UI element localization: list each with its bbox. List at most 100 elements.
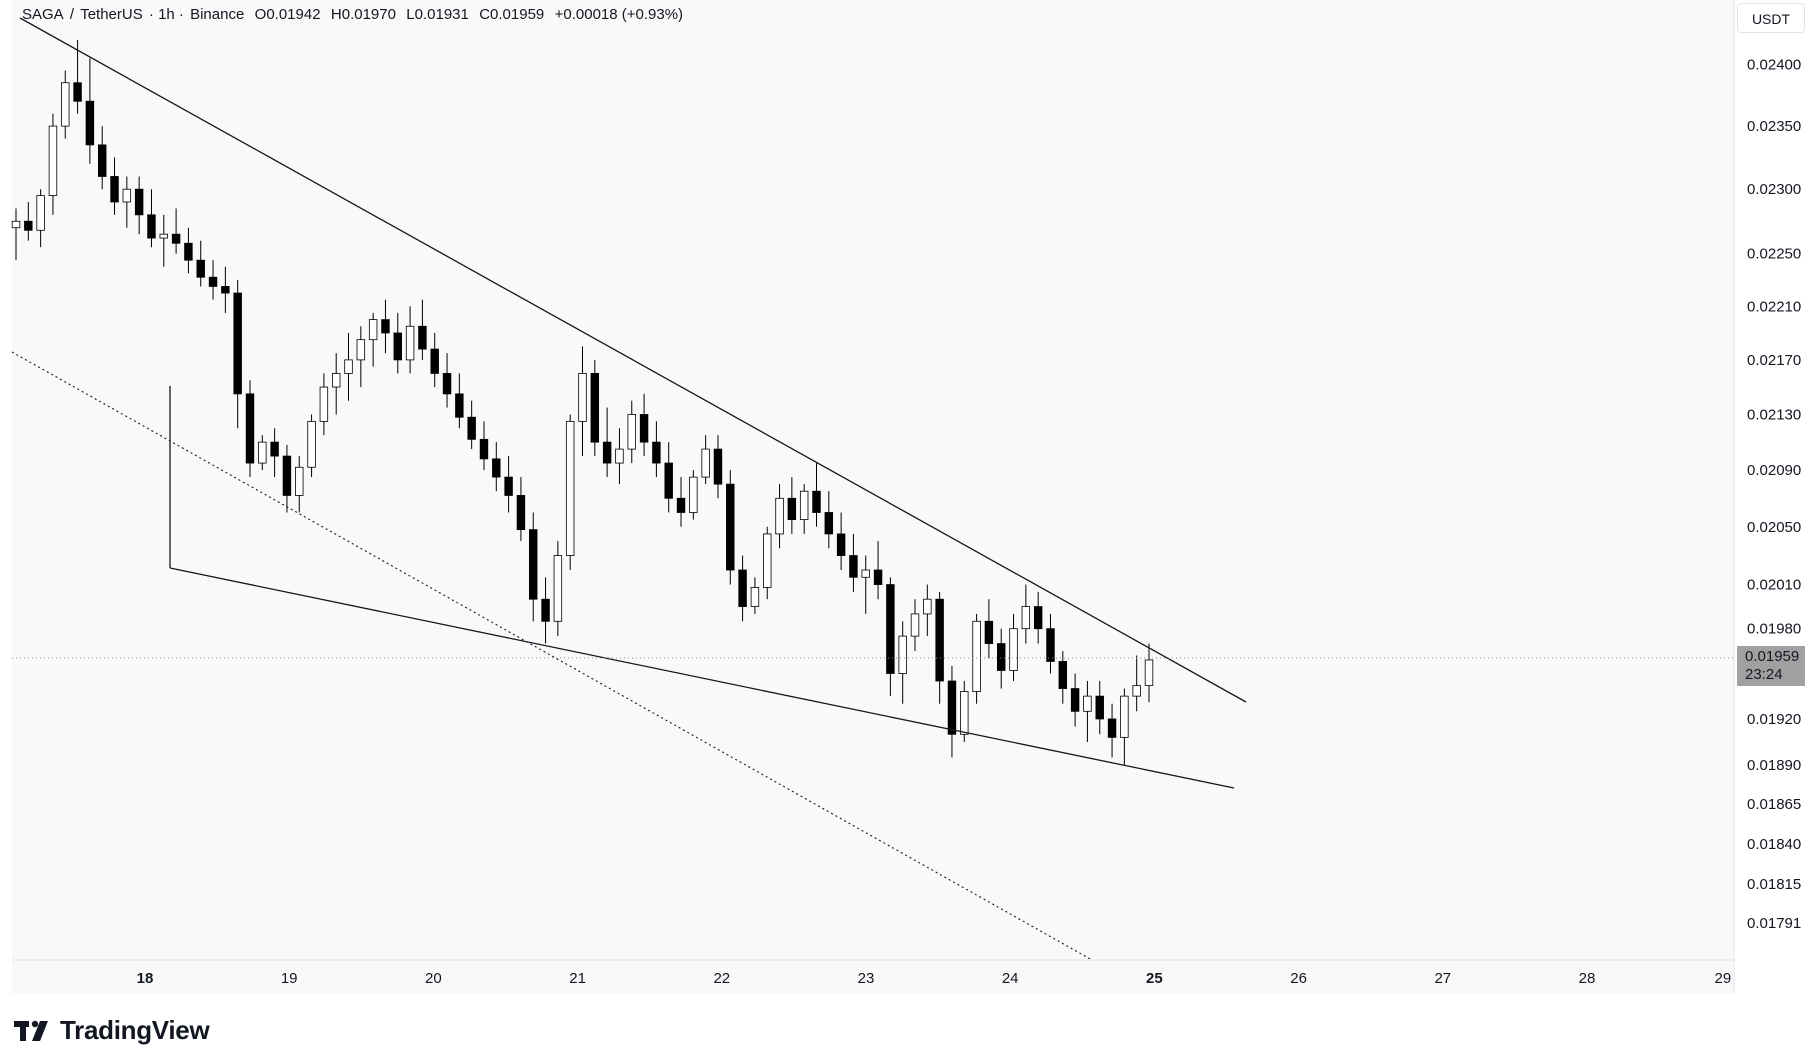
candle-down[interactable] <box>134 188 144 216</box>
candle-down[interactable] <box>418 325 427 350</box>
lower-trendline[interactable] <box>169 567 1235 789</box>
candle-down[interactable] <box>196 259 205 278</box>
candle-down[interactable] <box>1058 661 1068 689</box>
candle-up[interactable] <box>615 448 624 464</box>
candle-up[interactable] <box>565 420 575 556</box>
candle-up[interactable] <box>159 233 169 239</box>
candle-up[interactable] <box>258 441 267 464</box>
candle-down[interactable] <box>996 643 1006 671</box>
candle-down[interactable] <box>245 393 255 464</box>
candle-up[interactable] <box>11 220 21 229</box>
upper-trendline[interactable] <box>19 17 1247 703</box>
candle-up[interactable] <box>750 587 760 607</box>
candle-up[interactable] <box>578 373 587 422</box>
candle-down[interactable] <box>824 512 834 535</box>
candle-up[interactable] <box>61 82 70 127</box>
candle-up[interactable] <box>799 490 809 521</box>
candle-up[interactable] <box>344 359 353 374</box>
candle-down[interactable] <box>590 373 600 443</box>
candle-up[interactable] <box>1120 695 1129 738</box>
candle-down[interactable] <box>849 555 858 578</box>
candle-down[interactable] <box>97 144 107 177</box>
candle-down[interactable] <box>208 276 218 287</box>
candle-down[interactable] <box>147 214 156 239</box>
legend-symbol[interactable]: SAGA <box>22 6 64 23</box>
candle-down[interactable] <box>381 319 390 334</box>
candle-down[interactable] <box>24 220 33 231</box>
candle-up[interactable] <box>775 497 784 535</box>
currency-button[interactable]: USDT <box>1737 3 1805 33</box>
candle-down[interactable] <box>85 100 95 146</box>
symbol-legend[interactable]: SAGA / TetherUS · 1h · Binance O0.01942 … <box>22 6 685 23</box>
candle-down[interactable] <box>1095 695 1104 720</box>
candle-up[interactable] <box>405 325 415 361</box>
candle-down[interactable] <box>1046 628 1055 662</box>
candle-up[interactable] <box>1083 695 1092 712</box>
candle-down[interactable] <box>726 483 735 571</box>
candle-up[interactable] <box>356 339 366 361</box>
candle-down[interactable] <box>430 348 439 374</box>
candle-down[interactable] <box>233 292 242 395</box>
candle-up[interactable] <box>763 533 772 588</box>
candle-up[interactable] <box>368 319 378 341</box>
candle-down[interactable] <box>455 393 464 418</box>
candle-up[interactable] <box>36 195 45 231</box>
candle-down[interactable] <box>184 242 193 261</box>
candle-down[interactable] <box>1033 606 1043 630</box>
candle-up[interactable] <box>307 420 316 468</box>
candle-down[interactable] <box>467 416 476 440</box>
candle-up[interactable] <box>1144 659 1154 686</box>
candle-down[interactable] <box>738 569 747 607</box>
candle-down[interactable] <box>873 569 883 585</box>
candle-down[interactable] <box>171 233 181 244</box>
candle-up[interactable] <box>689 476 698 513</box>
candle-up[interactable] <box>627 414 636 450</box>
dotted-trendline[interactable] <box>11 351 1093 961</box>
candle-down[interactable] <box>984 620 994 644</box>
candle-up[interactable] <box>1009 628 1018 671</box>
candle-up[interactable] <box>923 598 932 615</box>
candle-down[interactable] <box>282 455 292 496</box>
candle-down[interactable] <box>602 441 612 464</box>
candle-up[interactable] <box>295 466 304 496</box>
candle-down[interactable] <box>676 497 686 513</box>
candle-down[interactable] <box>541 598 550 622</box>
candle-down[interactable] <box>639 414 649 443</box>
candle-up[interactable] <box>898 635 907 674</box>
candle-up[interactable] <box>331 373 341 388</box>
candle-down[interactable] <box>836 533 846 556</box>
candle-down[interactable] <box>787 497 797 521</box>
tradingview-logo[interactable]: TradingView <box>14 1015 210 1046</box>
candle-down[interactable] <box>221 286 230 294</box>
candle-down[interactable] <box>812 490 821 513</box>
candle-down[interactable] <box>664 462 673 499</box>
candle-down[interactable] <box>479 438 489 460</box>
candle-down[interactable] <box>1107 718 1117 738</box>
candle-down[interactable] <box>110 176 119 203</box>
candle-up[interactable] <box>861 569 870 578</box>
plot-area[interactable] <box>12 0 1734 960</box>
candle-up[interactable] <box>1021 606 1031 630</box>
candle-down[interactable] <box>935 598 944 682</box>
candle-down[interactable] <box>886 584 895 674</box>
candle-up[interactable] <box>960 691 969 735</box>
candle-up[interactable] <box>972 620 981 692</box>
candle-down[interactable] <box>504 476 513 496</box>
candle-down[interactable] <box>516 495 526 531</box>
candle-down[interactable] <box>947 680 957 735</box>
price-axis[interactable]: 0.02400 0.02350 0.02300 0.02250 0.02210 0.021… <box>1747 56 1801 932</box>
candle-up[interactable] <box>122 188 132 203</box>
candle-up[interactable] <box>553 555 563 622</box>
candle-up[interactable] <box>701 448 710 478</box>
candle-up[interactable] <box>1132 685 1141 697</box>
candle-down[interactable] <box>442 373 452 395</box>
candle-down[interactable] <box>492 458 501 478</box>
candle-down[interactable] <box>713 448 723 485</box>
candle-down[interactable] <box>529 529 538 600</box>
candle-up[interactable] <box>48 125 58 196</box>
candle-down[interactable] <box>652 441 661 464</box>
time-axis-area[interactable] <box>12 960 1734 994</box>
candle-down[interactable] <box>393 332 402 361</box>
candle-down[interactable] <box>1070 688 1080 712</box>
